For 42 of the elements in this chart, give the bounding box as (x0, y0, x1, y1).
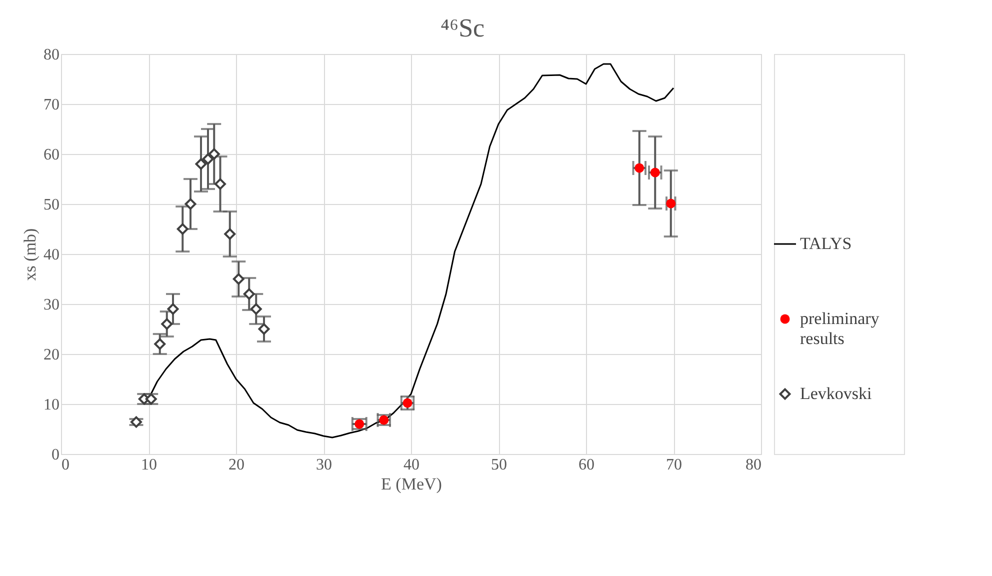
point (224, 228, 236, 240)
y-tick-label: 10 (44, 396, 60, 414)
point (379, 415, 389, 425)
point (214, 178, 226, 190)
y-tick-label: 40 (44, 246, 60, 264)
y-tick-label: 60 (44, 146, 60, 164)
x-tick-label: 60 (578, 456, 594, 474)
point (130, 416, 142, 428)
legend-label: TALYS (800, 234, 852, 253)
point (208, 148, 220, 160)
point (232, 273, 244, 285)
point (161, 318, 173, 330)
point (167, 303, 179, 315)
legend-label: preliminary results (800, 309, 880, 348)
point (176, 223, 188, 235)
chart-title: ⁴⁶Sc (440, 14, 485, 42)
point (154, 338, 166, 350)
x-axis-title: E (MeV) (381, 474, 442, 494)
x-tick-label: 10 (141, 456, 157, 474)
y-tick-label: 70 (44, 96, 60, 114)
x-tick-label: 30 (316, 456, 332, 474)
y-tick-label: 80 (44, 46, 60, 64)
y-tick-label: 50 (44, 196, 60, 214)
point (243, 288, 255, 300)
x-tick-label: 40 (404, 456, 420, 474)
point (202, 153, 214, 165)
y-tick-label: 30 (44, 296, 60, 314)
point (634, 163, 644, 173)
legend-label: Levkovski (800, 384, 872, 403)
x-tick-label: 70 (666, 456, 682, 474)
point (184, 198, 196, 210)
x-tick-label: 20 (228, 456, 244, 474)
point (354, 419, 364, 429)
point (402, 398, 412, 408)
point (195, 158, 207, 170)
x-tick-label: 50 (491, 456, 507, 474)
x-tick-label: 80 (746, 456, 762, 474)
point (250, 303, 262, 315)
point (258, 323, 270, 335)
y-axis-title: xs (mb) (20, 228, 40, 281)
point (650, 168, 660, 178)
y-tick-label: 20 (44, 346, 60, 364)
